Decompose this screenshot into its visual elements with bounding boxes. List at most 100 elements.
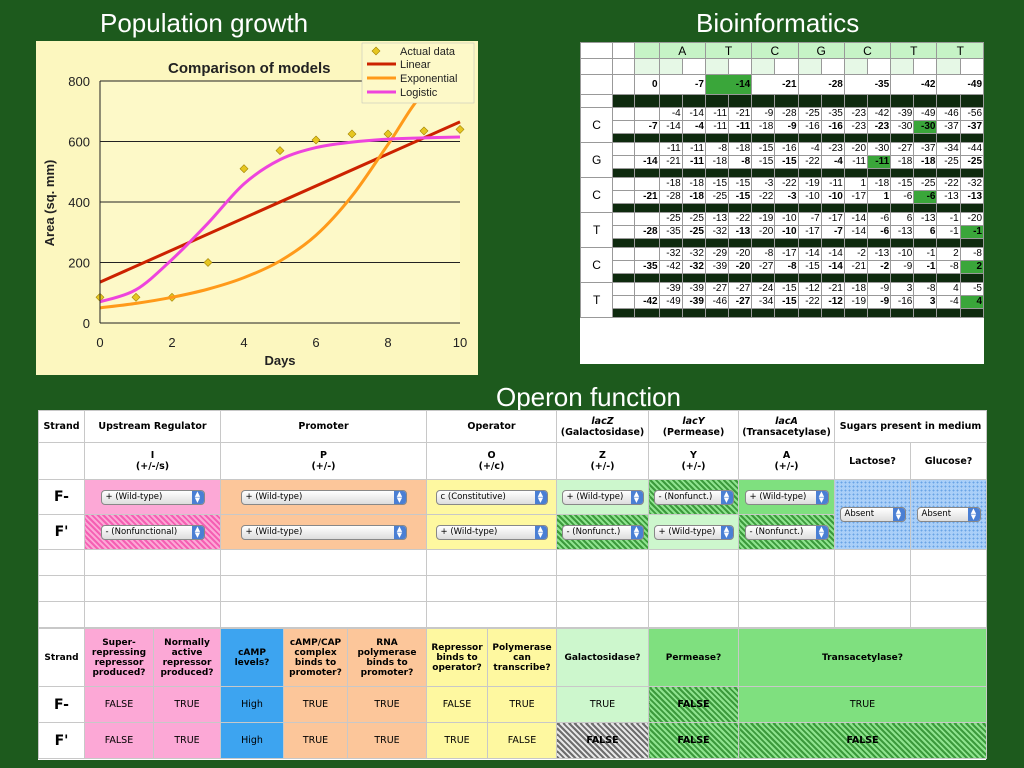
upstream-header: Upstream Regulator — [84, 410, 221, 443]
f-minus-p-select[interactable]: + (Wild-type) ▲ ▼ — [240, 489, 407, 505]
best-score-cell: 4 — [959, 295, 985, 309]
init-score-cell: -14 — [704, 74, 753, 95]
dropdown-arrow-icon: ▲ ▼ — [967, 508, 980, 521]
dark-cell — [728, 308, 753, 318]
y-tick-label: 600 — [68, 135, 90, 150]
dark-cell — [658, 203, 683, 213]
score-cell: -8 — [936, 260, 961, 274]
score-cell: -32 — [681, 247, 706, 261]
f-minus-a-cell: + (Wild-type) ▲ ▼ — [738, 479, 835, 515]
spacer-cell — [38, 575, 85, 602]
dark-cell — [751, 133, 776, 143]
dark-cell — [913, 94, 938, 108]
score-cell: -9 — [890, 260, 915, 274]
result-header-repbind: Repressor binds to operator? — [426, 628, 488, 687]
result-value-cell: TRUE — [487, 686, 557, 723]
corner-cell — [579, 42, 614, 59]
f-prime-z-cell: - (Nonfunct.) ▲ ▼ — [556, 514, 649, 550]
dark-cell — [959, 168, 985, 178]
glucose-subheader: Glucose? — [910, 442, 987, 480]
x-tick-label: 6 — [312, 335, 319, 350]
f-prime-a-select[interactable]: - (Nonfunct.) ▲ ▼ — [744, 524, 829, 540]
f-minus-o-select[interactable]: c (Constitutive) ▲ ▼ — [435, 489, 548, 505]
actual-data-point — [239, 164, 249, 174]
column-header: G — [797, 42, 845, 59]
f-prime-y-select[interactable]: + (Wild-type) ▲ ▼ — [653, 524, 734, 540]
score-cell: -15 — [797, 260, 822, 274]
start-score-cell: -14 — [634, 155, 660, 169]
dark-cell — [797, 308, 822, 318]
score-cell: -11 — [820, 177, 845, 191]
score-cell: -25 — [704, 190, 730, 204]
best-score-cell: -30 — [913, 120, 938, 134]
score-cell: -17 — [774, 247, 799, 261]
dark-cell — [751, 238, 776, 248]
f-prime-i-select[interactable]: - (Nonfunctional) ▲ ▼ — [100, 524, 205, 540]
f-prime-z-select[interactable]: - (Nonfunct.) ▲ ▼ — [561, 524, 644, 540]
result-value-cell: TRUE — [737, 686, 988, 723]
blank-cell — [612, 155, 636, 169]
score-cell: -49 — [913, 107, 938, 121]
lactose-select[interactable]: Absent ▲ ▼ — [839, 507, 906, 522]
f-minus-a-select[interactable]: + (Wild-type) ▲ ▼ — [744, 489, 829, 505]
dark-cell — [658, 273, 683, 283]
y-tick-label: 200 — [68, 256, 90, 271]
f-prime-y-cell: + (Wild-type) ▲ ▼ — [648, 514, 739, 550]
score-cell: -17 — [820, 212, 845, 226]
result-value-cell: TRUE — [283, 722, 348, 759]
blank-header-cell — [634, 42, 660, 59]
f-minus-y-select[interactable]: - (Nonfunct.) ▲ ▼ — [653, 489, 734, 505]
dark-cell — [774, 308, 799, 318]
best-score-cell: -37 — [959, 120, 985, 134]
dark-cell — [959, 94, 985, 108]
best-score-cell: 1 — [866, 190, 892, 204]
score-cell: -1 — [913, 247, 938, 261]
score-cell: -10 — [797, 190, 822, 204]
actual-data-point — [311, 135, 321, 145]
dark-cell — [681, 273, 706, 283]
score-cell: -39 — [704, 260, 730, 274]
dark-cell — [890, 133, 915, 143]
blank-cell — [634, 142, 660, 156]
score-cell: -34 — [936, 142, 961, 156]
dark-cell — [959, 238, 985, 248]
blank-cell — [634, 177, 660, 191]
f-minus-i-select[interactable]: + (Wild-type) ▲ ▼ — [100, 489, 205, 505]
blank-cell — [634, 58, 660, 75]
best-score-cell: -8 — [728, 155, 753, 169]
score-cell: -4 — [936, 295, 961, 309]
result-header-strand: Strand — [38, 628, 85, 687]
dark-cell — [913, 308, 938, 318]
score-cell: -18 — [751, 120, 776, 134]
best-score-cell: -15 — [728, 190, 753, 204]
f-minus-z-select[interactable]: + (Wild-type) ▲ ▼ — [561, 489, 644, 505]
score-cell: 3 — [890, 282, 915, 296]
best-score-cell: -18 — [681, 190, 706, 204]
best-score-cell: -12 — [820, 295, 845, 309]
dropdown-arrow-icon: ▲ ▼ — [630, 525, 643, 539]
score-cell: -23 — [820, 142, 845, 156]
dark-cell — [866, 273, 892, 283]
dark-cell — [751, 273, 776, 283]
best-score-cell: -6 — [866, 225, 892, 239]
best-score-cell: -10 — [820, 190, 845, 204]
dark-cell — [658, 133, 683, 143]
dark-cell — [936, 94, 961, 108]
blank-cell — [959, 58, 985, 75]
f-prime-o-select[interactable]: + (Wild-type) ▲ ▼ — [435, 524, 548, 540]
f-prime-p-select[interactable]: + (Wild-type) ▲ ▼ — [240, 524, 407, 540]
dark-cell — [612, 168, 636, 178]
dark-cell — [612, 273, 636, 283]
result-header-camp: cAMP levels? — [220, 628, 284, 687]
dark-cell — [866, 203, 892, 213]
chart-title: Comparison of models — [168, 60, 331, 77]
actual-data-point — [419, 126, 429, 136]
blank-cell — [728, 58, 753, 75]
glucose-select[interactable]: Absent ▲ ▼ — [916, 507, 981, 522]
result-header-cap: cAMP/CAP complex binds to promoter? — [283, 628, 348, 687]
x-tick-label: 8 — [384, 335, 391, 350]
column-header: T — [936, 42, 984, 59]
score-cell: -12 — [797, 282, 822, 296]
blank-cell — [612, 42, 636, 59]
f-minus-o-cell: c (Constitutive) ▲ ▼ — [426, 479, 557, 515]
